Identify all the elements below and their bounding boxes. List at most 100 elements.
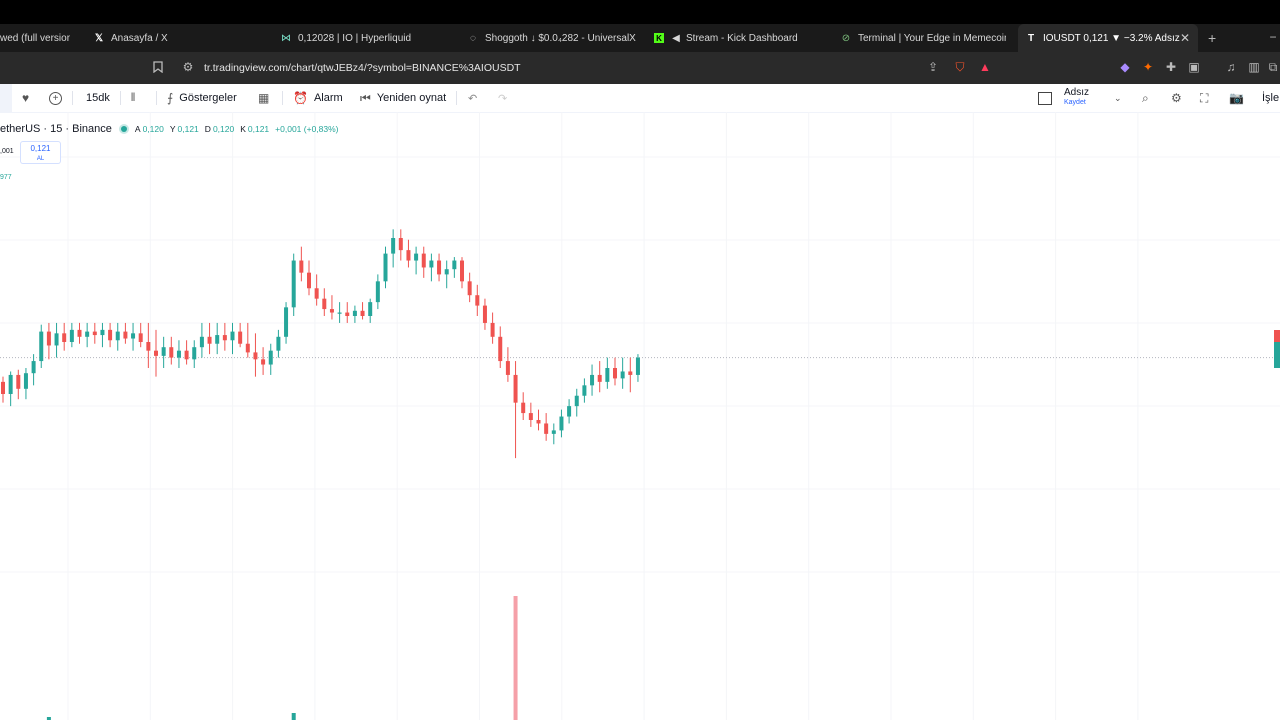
candle-body	[437, 260, 442, 275]
buy-label: AL	[36, 156, 45, 162]
candle-body	[590, 374, 595, 386]
chart-grid	[0, 112, 1280, 720]
candle-body	[322, 298, 327, 310]
candle-body	[100, 329, 105, 336]
hyperliquid-icon: ⋈	[281, 32, 291, 44]
indicators-button[interactable]: ⨍ Göstergeler	[167, 84, 237, 112]
candle-body	[62, 333, 67, 342]
buy-price-box[interactable]: 0,121 AL	[20, 141, 61, 164]
settings-icon[interactable]: ⚙	[1171, 91, 1182, 105]
symbol-title[interactable]: etherUS · 15 · Binance	[0, 123, 112, 135]
extensions-icon[interactable]: ✚	[1165, 60, 1177, 74]
tab-tradingview[interactable]: T IOUSDT 0,121 ▼ −3.2% Adsız ✕	[1018, 24, 1198, 52]
legend-low: D 0,120	[204, 124, 235, 134]
candle-body	[131, 333, 136, 339]
candle-body	[184, 350, 189, 360]
redo-icon[interactable]: ↷	[498, 92, 508, 105]
fullscreen-icon[interactable]: ⛶	[1200, 90, 1209, 105]
candle-body	[475, 295, 480, 306]
candle-body	[207, 336, 212, 344]
candle-body	[176, 350, 181, 358]
brave-shields-icon[interactable]: ⛉	[955, 59, 965, 74]
candle-body	[16, 374, 21, 389]
chevron-down-icon[interactable]: ⌄	[1114, 92, 1122, 103]
legend-close: K 0,121	[240, 124, 270, 134]
site-settings-icon[interactable]: ⚙	[182, 60, 194, 74]
tab-kick[interactable]: K ◀ Stream - Kick Dashboard	[654, 24, 824, 52]
candle-body	[360, 310, 365, 316]
interval-button[interactable]: 15dk	[86, 92, 110, 104]
alarm-button[interactable]: ⏰ Alarm	[293, 84, 343, 112]
share-icon[interactable]: ⇪	[927, 60, 939, 74]
volume-bars	[46, 596, 518, 720]
split-view-icon[interactable]: ⧉	[1268, 59, 1278, 74]
tab-universalx[interactable]: ◌ Shoggoth ↓ $0.0₄282 - UniversalX	[468, 24, 638, 52]
url-field[interactable]: tr.tradingview.com/chart/qtwJEBz4/?symbo…	[204, 62, 521, 74]
tab-x-home[interactable]: 𝕏 Anasayfa / X	[94, 24, 244, 52]
price-chart[interactable]	[0, 112, 1280, 720]
candle-body	[620, 371, 625, 379]
camera-icon[interactable]: 📷	[1229, 91, 1244, 105]
close-tab-icon[interactable]: ✕	[1179, 31, 1190, 45]
candle-body	[582, 385, 587, 396]
volume-bar	[291, 713, 296, 720]
extension-icon[interactable]: ◆	[1120, 60, 1130, 74]
sidebar-icon[interactable]: ▥	[1248, 60, 1260, 74]
candle-body	[613, 368, 617, 379]
favorite-icon[interactable]: ♥	[22, 91, 30, 105]
x-logo-icon: 𝕏	[94, 32, 104, 44]
candle-body	[268, 350, 273, 365]
brave-rewards-icon[interactable]: ▲	[979, 60, 991, 74]
add-symbol-icon[interactable]: +	[49, 84, 68, 112]
quick-search-icon[interactable]: ⌕	[1142, 90, 1149, 105]
candle-body	[8, 374, 13, 394]
candle-body	[253, 352, 258, 360]
tab-hyperliquid[interactable]: ⋈ 0,12028 | IO | Hyperliquid	[281, 24, 451, 52]
minimize-icon[interactable]: −	[1269, 30, 1277, 44]
candle-body	[391, 238, 396, 254]
price-scale-marker-up	[1274, 342, 1280, 368]
fox-extension-icon[interactable]: ✦	[1142, 60, 1154, 74]
layout-name: Adsız	[1064, 87, 1090, 98]
candle-body	[429, 260, 434, 268]
candle-body	[77, 329, 82, 337]
candle-body	[368, 302, 373, 316]
candle-body	[406, 250, 411, 261]
tradingview-icon: T	[1027, 32, 1035, 44]
tab-wed[interactable]: wed (full version)	[0, 24, 70, 52]
title-bar	[0, 0, 1280, 24]
tab-terminal[interactable]: ⊘ Terminal | Your Edge in Memecoin Tr	[841, 24, 1006, 52]
audio-icon[interactable]: ◀	[672, 32, 680, 44]
layout-name-button[interactable]: Adsız Kaydet	[1064, 84, 1089, 112]
layout-icon[interactable]	[1038, 84, 1052, 112]
replay-button[interactable]: ⏮ Yeniden oynat	[360, 84, 446, 112]
wallet-icon[interactable]: ▣	[1188, 60, 1200, 74]
replay-label: Yeniden oynat	[376, 92, 447, 104]
templates-icon[interactable]: ▦	[258, 91, 270, 105]
candle-body	[138, 333, 143, 342]
save-label: Kaydet	[1064, 99, 1086, 106]
legend-high: Y 0,121	[169, 124, 199, 134]
symbol-search-button[interactable]	[0, 84, 12, 112]
chart-legend: etherUS · 15 · Binance A 0,120 Y 0,121 D 0,…	[0, 122, 345, 136]
trade-button[interactable]: İşle	[1262, 92, 1280, 104]
candle-body	[345, 312, 350, 316]
candle-body	[230, 331, 235, 341]
candle-body	[460, 260, 464, 282]
media-icon[interactable]: ♫	[1226, 60, 1236, 74]
candle-body	[161, 347, 166, 356]
candle-body	[329, 309, 334, 313]
candle-type-icon[interactable]: 𝍪	[131, 89, 136, 104]
market-open-icon	[120, 126, 127, 132]
candle-body	[299, 260, 304, 273]
candle-body	[337, 312, 342, 314]
undo-icon[interactable]: ↶	[468, 92, 478, 105]
bookmark-icon[interactable]	[151, 60, 165, 74]
new-tab-icon[interactable]: +	[1208, 30, 1217, 46]
candle-body	[444, 269, 449, 275]
candle-body	[154, 350, 158, 356]
candle-body	[261, 359, 266, 365]
candle-body	[421, 253, 426, 268]
candle-body	[398, 238, 403, 251]
candle-body	[635, 357, 640, 375]
